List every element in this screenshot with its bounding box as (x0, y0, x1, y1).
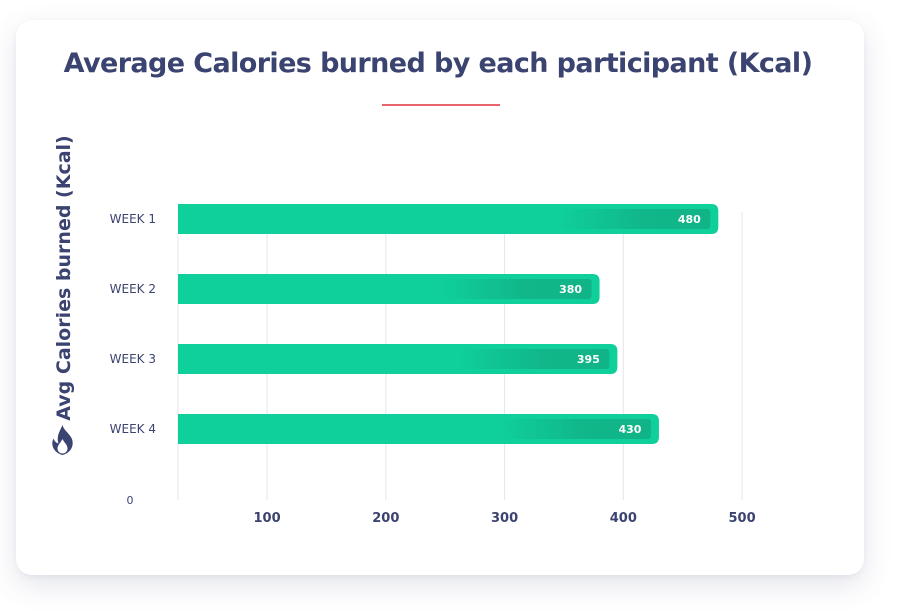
x-tick-label: 300 (491, 511, 518, 526)
bar-value-label-bg (441, 279, 592, 299)
bar-value-label-bg (560, 209, 711, 229)
bar-value-label: 430 (618, 423, 641, 436)
title-underline (382, 104, 500, 106)
x-tick-label: 100 (253, 511, 280, 526)
origin-label: 0 (127, 494, 134, 507)
y-tick-label: WEEK 2 (110, 282, 156, 296)
bar-value-label-bg (459, 349, 610, 369)
fire-icon (52, 425, 73, 455)
bar-value-label: 480 (678, 213, 701, 226)
y-tick-label: WEEK 3 (110, 352, 156, 366)
x-tick-label: 500 (728, 511, 755, 526)
x-tick-label: 200 (372, 511, 399, 526)
bar-value-label: 380 (559, 283, 582, 296)
bar-value-label-bg (500, 419, 651, 439)
y-tick-label: WEEK 4 (110, 422, 156, 436)
chart-title: Average Calories burned by each particip… (63, 48, 813, 79)
x-tick-label: 400 (610, 511, 637, 526)
y-tick-label: WEEK 1 (110, 212, 156, 226)
bar-value-label: 395 (577, 353, 600, 366)
